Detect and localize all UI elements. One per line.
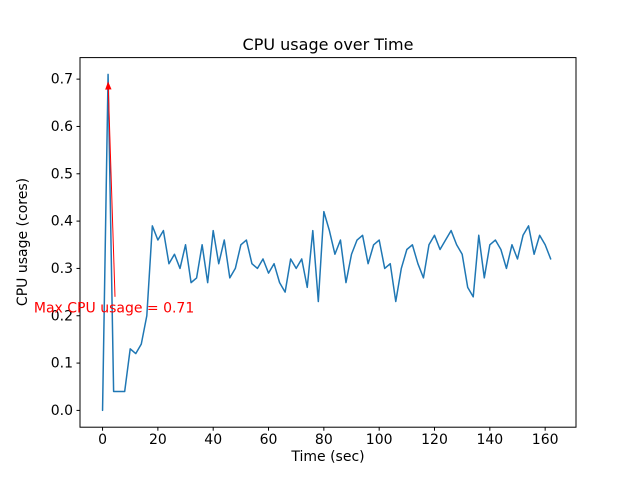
chart-element: 80 [315,432,333,448]
chart-element: 20 [149,432,167,448]
chart-element: 0.2 [51,308,73,324]
chart-element: 0.3 [51,261,73,277]
chart-element: 100 [366,432,393,448]
chart-element: 40 [204,432,222,448]
chart-element: 60 [260,432,278,448]
annotation-arrow-head [105,81,112,90]
cpu-usage-line [101,73,552,412]
chart-element [79,57,577,428]
chart-element: 0.0 [51,403,73,419]
chart-element: 0.7 [51,72,73,88]
chart-element: 120 [421,432,448,448]
y-axis-label: CPU usage (cores) [15,178,31,306]
annotation-arrow-shaft [107,87,116,297]
chart-element: 0.1 [51,356,73,372]
max-annotation-label: Max CPU usage = 0.71 [34,301,194,317]
x-axis-label: Time (sec) [290,449,364,465]
chart-title: CPU usage over Time [243,35,414,54]
chart-element: 0.5 [51,166,73,182]
chart-element: 0.6 [51,119,73,135]
chart-element: 140 [476,432,503,448]
chart-element: 160 [532,432,559,448]
chart-plot-area: 0 20 40 60 80 100 120 140 160 0.0 0.1 0.2 0.3 0.4 0.5 0… [51,57,577,448]
chart-element: 0 [98,432,107,448]
chart-element: 0.4 [51,214,73,230]
